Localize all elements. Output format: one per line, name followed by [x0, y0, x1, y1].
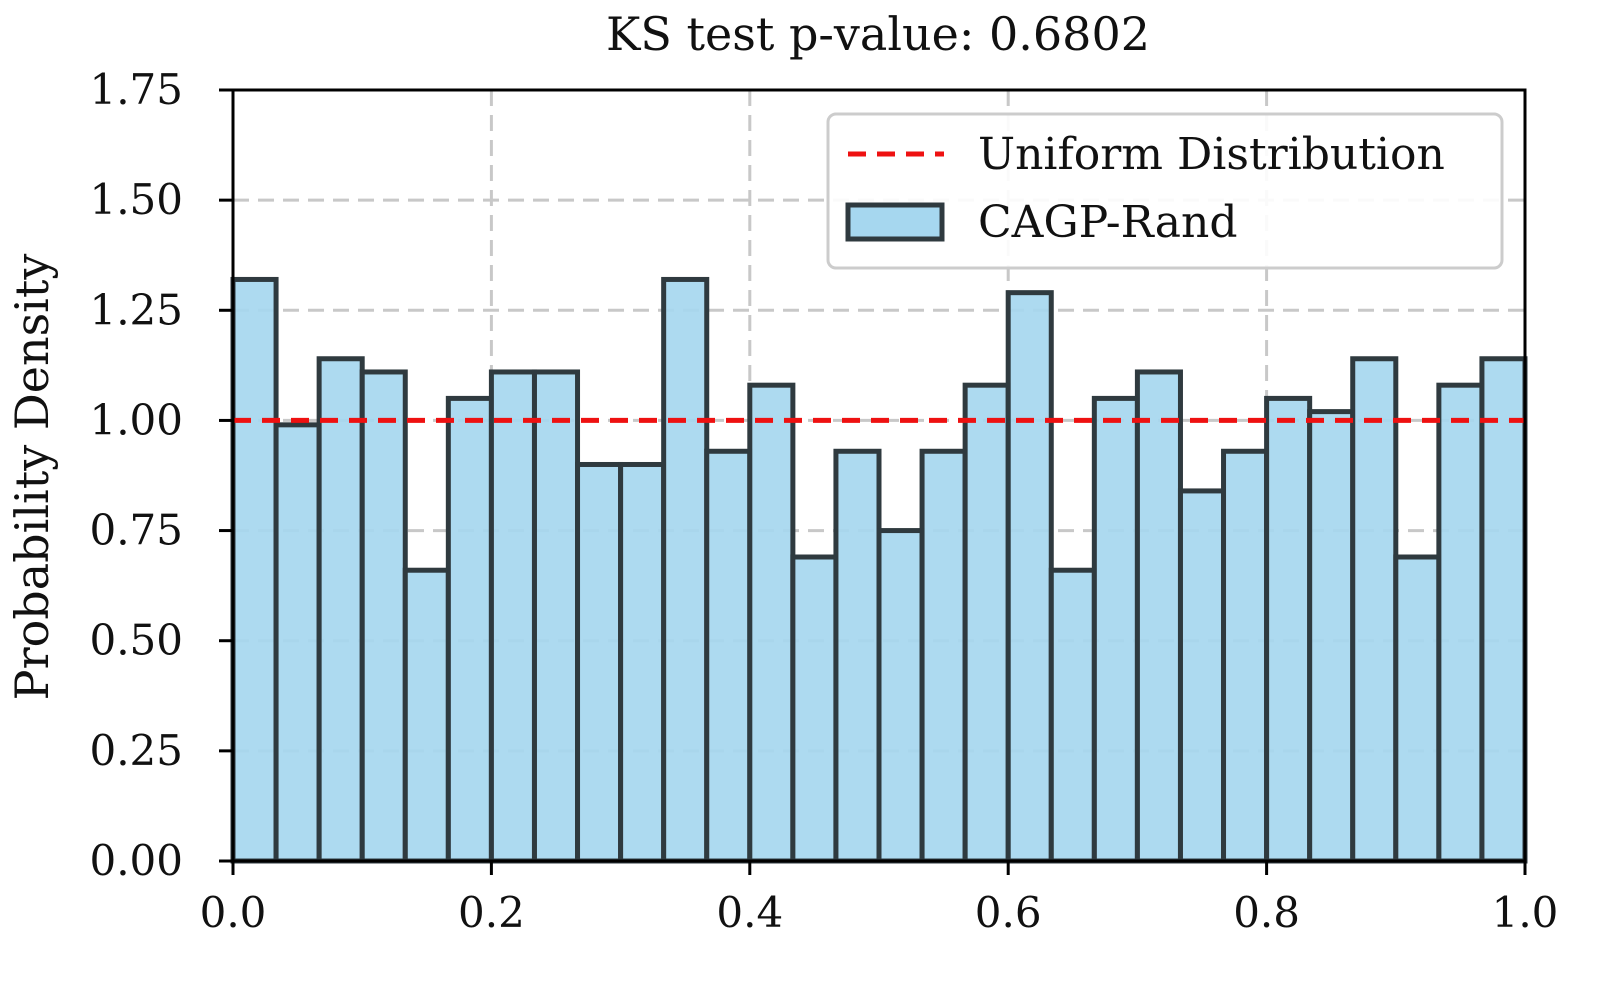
histogram-bar — [1048, 567, 1097, 864]
histogram-bar — [316, 356, 365, 864]
y-tick-label: 1.00 — [89, 395, 183, 444]
legend: Uniform Distribution CAGP-Rand — [826, 112, 1504, 270]
histogram-bar — [747, 382, 796, 864]
histogram-bar — [618, 461, 667, 864]
y-tick-label: 0.75 — [89, 506, 183, 555]
y-tick-label: 0.00 — [89, 836, 183, 885]
histogram-bar — [1005, 290, 1054, 864]
x-tick-label: 0.4 — [716, 888, 783, 937]
legend-label-uniform: Uniform Distribution — [978, 129, 1445, 180]
histogram-bar — [1221, 448, 1270, 864]
histogram-bar — [1307, 409, 1356, 864]
legend-cagp-patch-icon — [845, 202, 945, 242]
y-tick-label: 1.75 — [89, 65, 183, 114]
histogram-bar — [488, 369, 537, 864]
histogram-bar — [402, 567, 451, 864]
histogram-bar — [833, 448, 882, 864]
histogram-bar — [1350, 356, 1399, 864]
x-tick-label: 0.6 — [975, 888, 1042, 937]
x-tick-label: 0.2 — [458, 888, 525, 937]
chart-title: KS test p-value: 0.6802 — [606, 7, 1150, 61]
y-tick-label: 0.50 — [89, 616, 183, 665]
plot-frame — [231, 88, 1527, 863]
y-axis-title: Probability Density — [5, 254, 59, 701]
histogram-bar — [273, 422, 322, 864]
histogram-bar — [1393, 554, 1442, 864]
axis-ticks: 0.0 0.2 0.4 0.6 0.8 1.0 0.00 0.25 0.50 0.75 1.00 1.… — [89, 65, 1558, 937]
y-tick-label: 1.50 — [89, 175, 183, 224]
histogram-bar — [919, 448, 968, 864]
histogram-bar — [359, 369, 408, 864]
legend-box — [826, 112, 1504, 270]
histogram-bar — [876, 528, 925, 864]
histogram-bars — [230, 276, 1528, 864]
histogram-bar — [1264, 395, 1313, 864]
x-tick-label: 1.0 — [1492, 888, 1559, 937]
histogram-bar — [1134, 369, 1183, 864]
histogram-bar — [661, 276, 710, 864]
y-tick-label: 0.25 — [89, 726, 183, 775]
histogram-bar — [1479, 356, 1528, 864]
histogram-bar — [1177, 488, 1227, 864]
histogram-bar — [531, 369, 581, 864]
histogram-bar — [445, 395, 494, 864]
x-tick-label: 0.0 — [200, 888, 267, 937]
histogram-bar — [704, 448, 753, 864]
histogram-bar — [230, 276, 279, 864]
histogram-bar — [1091, 395, 1140, 864]
histogram-bar — [790, 554, 839, 864]
legend-label-cagp: CAGP-Rand — [978, 197, 1238, 248]
y-tick-label: 1.25 — [89, 285, 183, 334]
histogram-bar — [1436, 382, 1485, 864]
x-tick-label: 0.8 — [1233, 888, 1300, 937]
histogram-bar — [962, 382, 1011, 864]
histogram-bar — [575, 461, 624, 864]
